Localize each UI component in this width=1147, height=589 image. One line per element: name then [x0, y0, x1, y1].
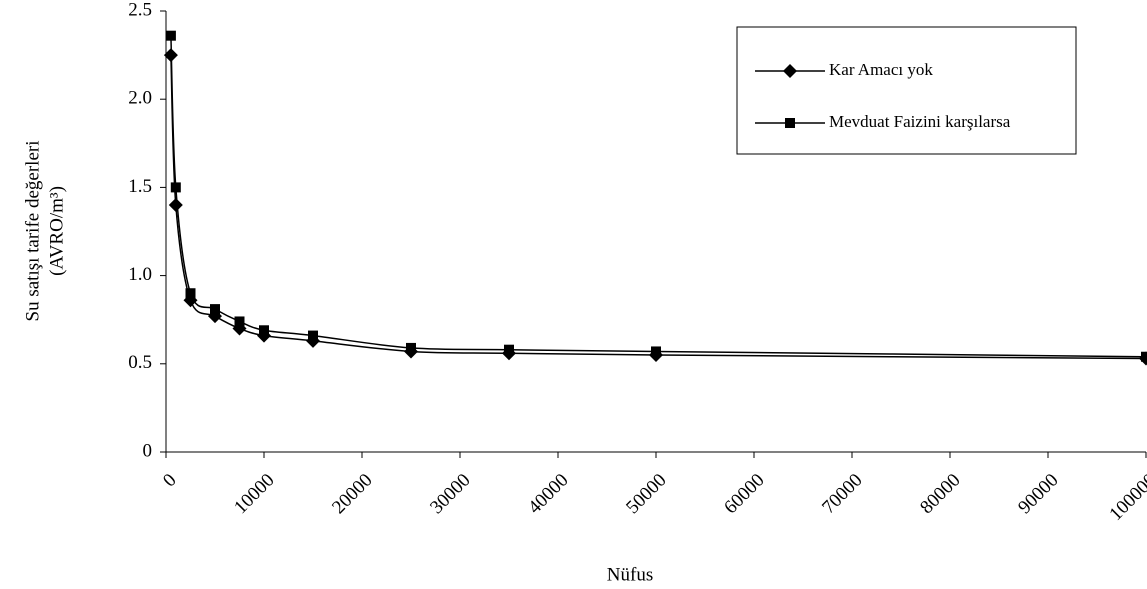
series-line — [170, 35, 1147, 358]
data-point — [210, 304, 220, 315]
data-point — [170, 182, 181, 193]
data-point — [185, 288, 196, 299]
x-tick-label: 90000 — [1014, 470, 1062, 518]
y-tick-label: 0 — [143, 440, 153, 461]
data-point — [168, 198, 183, 213]
legend-marker — [785, 118, 795, 128]
x-tick-label: 70000 — [818, 470, 866, 518]
y-axis-label: (AVRO/m³) — [46, 186, 67, 276]
x-tick-label: 50000 — [622, 470, 670, 518]
data-point — [651, 346, 661, 357]
legend-marker — [783, 64, 797, 78]
x-tick-label: 100000 — [1105, 470, 1147, 525]
x-tick-label: 40000 — [524, 470, 572, 518]
x-axis-label: Nüfus — [607, 564, 653, 585]
data-point — [165, 30, 176, 41]
y-tick-label: 1.0 — [128, 264, 152, 285]
x-tick-label: 10000 — [230, 470, 278, 518]
y-tick-label: 2.5 — [128, 0, 152, 20]
y-tick-label: 2.0 — [128, 88, 152, 109]
legend-label: Kar Amacı yok — [829, 60, 933, 79]
data-point — [406, 342, 416, 353]
legend-box — [736, 26, 1077, 155]
legend: Kar Amacı yok Mevduat Faizini karşılarsa — [736, 26, 1077, 155]
data-point — [308, 330, 318, 341]
x-tick-label: 60000 — [720, 470, 768, 518]
data-point — [1141, 351, 1147, 362]
data-point — [234, 316, 245, 327]
data-point — [259, 325, 269, 336]
x-tick-label: 0 — [159, 470, 181, 492]
legend-label: Mevduat Faizini karşılarsa — [829, 112, 1011, 131]
x-tick-label: 30000 — [426, 470, 474, 518]
x-tick-label: 20000 — [328, 470, 376, 518]
y-axis-label: Su satışı tarife değerleri — [22, 141, 43, 322]
y-tick-label: 1.5 — [128, 176, 152, 197]
y-tick-label: 0.5 — [128, 352, 152, 373]
data-point — [504, 344, 514, 355]
x-tick-label: 80000 — [916, 470, 964, 518]
